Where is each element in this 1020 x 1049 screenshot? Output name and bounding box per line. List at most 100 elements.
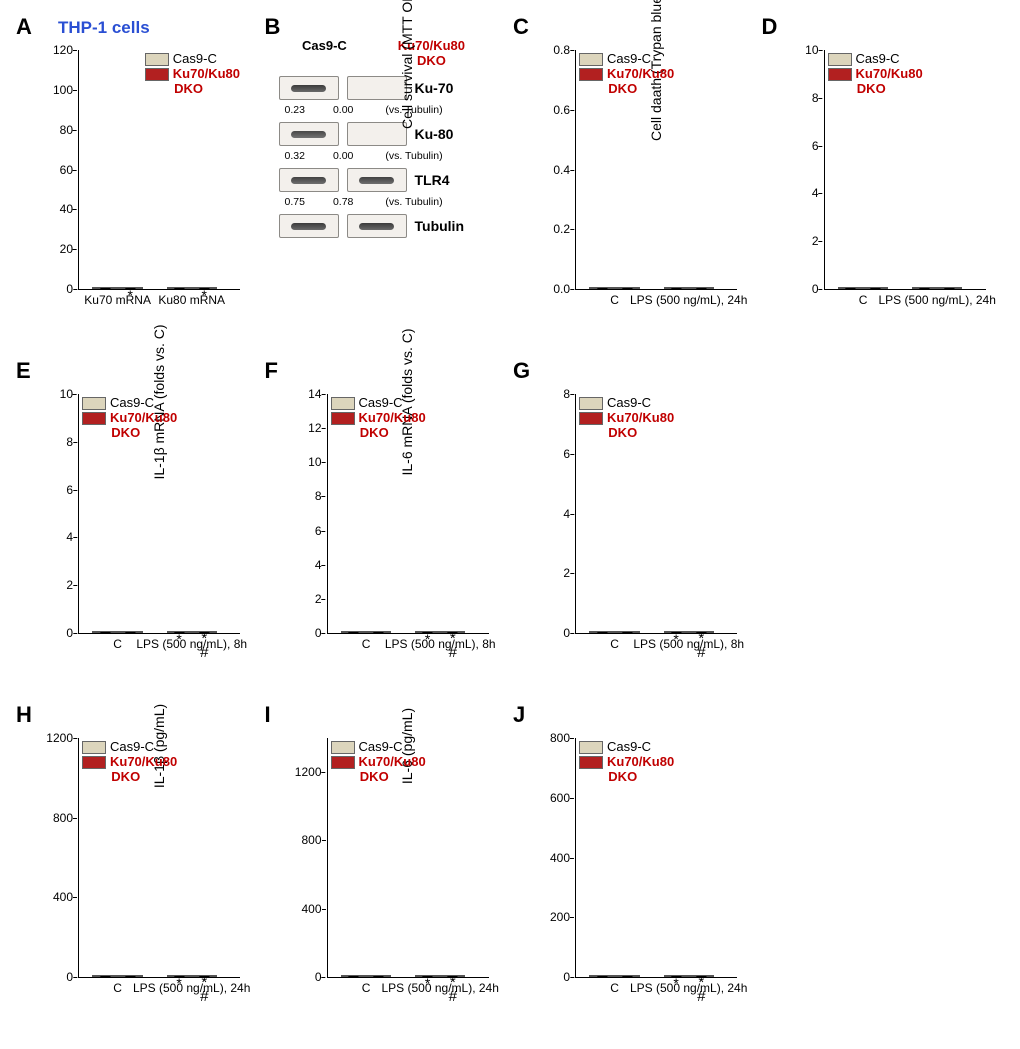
bar-group — [90, 975, 145, 977]
panel-B: BCas9-CKu70/Ku80DKOKu-700.230.00(vs. Tub… — [269, 20, 504, 338]
bar — [92, 975, 117, 977]
ytick: 4 — [563, 507, 570, 521]
legend: Cas9-CKu70/Ku80 DKO — [145, 52, 240, 97]
panel-F: FIL-1β mRNA (folds vs. C)02468101214C**#… — [269, 364, 504, 682]
x-category: LPS (500 ng/mL), 8h — [376, 637, 505, 651]
ytick: 0.2 — [553, 222, 570, 236]
ytick: 400 — [301, 902, 321, 916]
bar — [664, 287, 689, 289]
ytick: 4 — [66, 530, 73, 544]
protein-label: Tubulin — [415, 218, 489, 234]
band — [347, 214, 407, 238]
bar — [92, 287, 117, 289]
chart: Cell survival (MTT OD)0.00.20.40.60.8CLP… — [517, 38, 747, 338]
chart: Relative expression (% of "Cas9-C")02040… — [20, 38, 250, 338]
legend-dko: Ku70/Ku80 — [607, 411, 674, 426]
ytick: 60 — [60, 163, 73, 177]
panel-label: I — [265, 702, 271, 728]
ytick: 14 — [308, 387, 321, 401]
legend-cas9c: Cas9-C — [607, 52, 651, 67]
x-category: LPS (500 ng/mL), 8h — [127, 637, 256, 651]
blot-header: Cas9-CKu70/Ku80DKO — [269, 38, 499, 72]
bar-group — [910, 287, 965, 289]
chart: IL-1β mRNA (folds vs. C)02468101214C**#L… — [269, 382, 499, 682]
ytick: 10 — [308, 455, 321, 469]
ytick: 20 — [60, 242, 73, 256]
legend: Cas9-CKu70/Ku80 DKO — [828, 52, 923, 97]
bar: *# — [440, 631, 465, 633]
bar-group: **# — [164, 631, 219, 633]
legend-cas9c: Cas9-C — [110, 396, 154, 411]
empty — [766, 708, 1001, 1026]
ytick: 200 — [550, 910, 570, 924]
panel-E: ETNF-α mRNA (folds vs. C)0246810C**#LPS … — [20, 364, 255, 682]
ytick: 8 — [315, 489, 322, 503]
band — [279, 76, 339, 100]
legend-dko: Ku70/Ku80 — [359, 755, 426, 770]
ytick: 800 — [53, 811, 73, 825]
bar — [366, 631, 391, 633]
bar-group — [587, 975, 642, 977]
bar — [615, 631, 640, 633]
ytick: 10 — [805, 43, 818, 57]
legend-dko: Ku70/Ku80 — [607, 755, 674, 770]
ytick: 600 — [550, 791, 570, 805]
bar — [912, 287, 937, 289]
bar: * — [415, 975, 440, 977]
panel-D: DCell daath (Trypan blue %)0246810CLPS (… — [766, 20, 1001, 338]
bar-group: * — [90, 287, 145, 289]
bar: * — [192, 287, 217, 289]
bar: *# — [689, 631, 714, 633]
legend-dko: Ku70/Ku80 — [110, 411, 177, 426]
bar-group — [339, 631, 394, 633]
panel-label: H — [16, 702, 32, 728]
ytick: 120 — [53, 43, 73, 57]
y-axis-label: Cell survival (MTT OD) — [399, 0, 415, 188]
band — [279, 122, 339, 146]
panel-label: A — [16, 14, 32, 40]
bar-group: * — [164, 287, 219, 289]
panel-G: GIL-6 mRNA (folds vs. C)02468C**#LPS (50… — [517, 364, 752, 682]
legend-dko: Ku70/Ku80 — [110, 755, 177, 770]
protein-label: Ku-80 — [415, 126, 489, 142]
bar: * — [664, 631, 689, 633]
blot-row: Ku-80 — [269, 118, 499, 150]
chart: IL-6 (pg/mL)0200400600800C**#LPS (500 ng… — [517, 726, 747, 1026]
panel-label: G — [513, 358, 530, 384]
bar — [341, 975, 366, 977]
ytick: 100 — [53, 83, 73, 97]
ytick: 0.8 — [553, 43, 570, 57]
bar: * — [415, 631, 440, 633]
protein-label: TLR4 — [415, 172, 489, 188]
bar — [589, 975, 614, 977]
legend-dko: Ku70/Ku80 — [173, 67, 240, 82]
ytick: 6 — [66, 483, 73, 497]
bar-group: **# — [164, 975, 219, 977]
legend: Cas9-CKu70/Ku80 DKO — [331, 396, 426, 441]
legend-dko: Ku70/Ku80 — [856, 67, 923, 82]
x-category: LPS (500 ng/mL), 24h — [127, 981, 256, 995]
bar — [167, 287, 192, 289]
chart: IL-1β (pg/mL)04008001200C**#LPS (500 ng/… — [269, 726, 499, 1026]
bar — [366, 975, 391, 977]
legend-dko: Ku70/Ku80 — [607, 67, 674, 82]
x-category: LPS (500 ng/mL), 24h — [624, 981, 753, 995]
panel-J: JIL-6 (pg/mL)0200400600800C**#LPS (500 n… — [517, 708, 752, 1026]
blot-row: Ku-70 — [269, 72, 499, 104]
ytick: 80 — [60, 123, 73, 137]
legend-cas9c: Cas9-C — [359, 396, 403, 411]
ytick: 1200 — [295, 765, 322, 779]
ytick: 2 — [563, 566, 570, 580]
bar: *# — [192, 631, 217, 633]
bar-group: **# — [413, 631, 468, 633]
blot-row: Tubulin — [269, 210, 499, 242]
bar-group — [836, 287, 891, 289]
chart: TNF-α mRNA (folds vs. C)0246810C**#LPS (… — [20, 382, 250, 682]
chart: Cell daath (Trypan blue %)0246810CLPS (5… — [766, 38, 996, 338]
blot-quant: 0.750.78(vs. Tubulin) — [269, 196, 499, 210]
bar — [937, 287, 962, 289]
panel-I: IIL-1β (pg/mL)04008001200C**#LPS (500 ng… — [269, 708, 504, 1026]
bar-group: **# — [661, 975, 716, 977]
bar-group — [339, 975, 394, 977]
legend-cas9c: Cas9-C — [359, 740, 403, 755]
